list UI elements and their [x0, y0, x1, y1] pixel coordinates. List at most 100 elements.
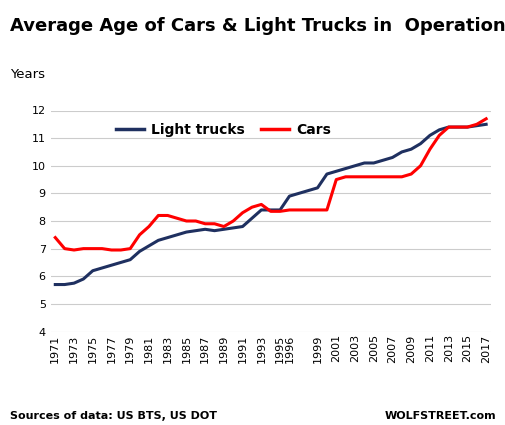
- Cars: [361, 174, 367, 179]
- Light trucks: [248, 216, 255, 221]
- Cars: [89, 246, 95, 251]
- Cars: [136, 232, 142, 237]
- Light trucks: [286, 194, 292, 199]
- Light trucks: [267, 207, 273, 212]
- Light trucks: [277, 207, 283, 212]
- Cars: [127, 246, 133, 251]
- Light trucks: [464, 125, 470, 130]
- Cars: [286, 207, 292, 212]
- Light trucks: [370, 161, 376, 166]
- Light trucks: [454, 125, 460, 130]
- Cars: [239, 210, 245, 215]
- Light trucks: [230, 225, 236, 230]
- Cars: [398, 174, 404, 179]
- Light trucks: [99, 265, 105, 271]
- Light trucks: [155, 238, 161, 243]
- Light trucks: [351, 163, 358, 168]
- Light trucks: [108, 263, 114, 268]
- Light trucks: [118, 260, 124, 265]
- Cars: [323, 207, 329, 212]
- Cars: [305, 207, 311, 212]
- Cars: [258, 202, 264, 207]
- Legend: Light trucks, Cars: Light trucks, Cars: [110, 117, 335, 142]
- Light trucks: [408, 147, 414, 152]
- Cars: [389, 174, 395, 179]
- Cars: [379, 174, 385, 179]
- Line: Light trucks: Light trucks: [55, 125, 485, 285]
- Light trucks: [323, 172, 329, 177]
- Cars: [267, 209, 273, 214]
- Cars: [145, 224, 152, 229]
- Light trucks: [361, 161, 367, 166]
- Light trucks: [258, 207, 264, 212]
- Light trucks: [201, 227, 208, 232]
- Light trucks: [398, 150, 404, 155]
- Cars: [464, 125, 470, 130]
- Light trucks: [333, 169, 339, 174]
- Cars: [370, 174, 376, 179]
- Cars: [71, 247, 77, 252]
- Cars: [80, 246, 86, 251]
- Cars: [417, 163, 423, 168]
- Cars: [155, 213, 161, 218]
- Light trucks: [426, 133, 432, 138]
- Cars: [408, 172, 414, 177]
- Cars: [108, 247, 114, 252]
- Light trucks: [220, 227, 226, 232]
- Light trucks: [52, 282, 58, 287]
- Cars: [211, 221, 217, 226]
- Text: Years: Years: [10, 68, 45, 81]
- Light trucks: [127, 257, 133, 262]
- Cars: [435, 133, 441, 138]
- Cars: [454, 125, 460, 130]
- Light trucks: [295, 191, 301, 196]
- Cars: [351, 174, 358, 179]
- Light trucks: [136, 249, 142, 254]
- Cars: [99, 246, 105, 251]
- Light trucks: [342, 166, 348, 171]
- Light trucks: [473, 123, 479, 128]
- Line: Cars: Cars: [55, 119, 485, 250]
- Light trucks: [314, 185, 320, 190]
- Light trucks: [211, 228, 217, 233]
- Cars: [174, 216, 180, 221]
- Cars: [220, 224, 226, 229]
- Light trucks: [445, 125, 451, 130]
- Cars: [482, 116, 488, 122]
- Light trucks: [482, 122, 488, 127]
- Cars: [473, 122, 479, 127]
- Text: Sources of data: US BTS, US DOT: Sources of data: US BTS, US DOT: [10, 411, 217, 421]
- Cars: [52, 235, 58, 240]
- Light trucks: [183, 230, 189, 235]
- Light trucks: [239, 224, 245, 229]
- Cars: [230, 218, 236, 224]
- Light trucks: [192, 228, 198, 233]
- Cars: [426, 147, 432, 152]
- Light trucks: [305, 188, 311, 193]
- Cars: [118, 247, 124, 252]
- Cars: [183, 218, 189, 224]
- Cars: [248, 205, 255, 210]
- Text: Average Age of Cars & Light Trucks in  Operation: Average Age of Cars & Light Trucks in Op…: [10, 17, 504, 35]
- Cars: [192, 218, 198, 224]
- Text: WOLFSTREET.com: WOLFSTREET.com: [383, 411, 495, 421]
- Light trucks: [164, 235, 170, 240]
- Cars: [342, 174, 348, 179]
- Light trucks: [174, 232, 180, 237]
- Light trucks: [417, 141, 423, 146]
- Cars: [277, 209, 283, 214]
- Light trucks: [80, 277, 86, 282]
- Light trucks: [435, 128, 441, 133]
- Light trucks: [379, 158, 385, 163]
- Light trucks: [71, 280, 77, 286]
- Cars: [164, 213, 170, 218]
- Cars: [333, 177, 339, 182]
- Cars: [201, 221, 208, 226]
- Light trucks: [89, 268, 95, 273]
- Cars: [314, 207, 320, 212]
- Light trucks: [145, 243, 152, 248]
- Cars: [295, 207, 301, 212]
- Light trucks: [389, 155, 395, 160]
- Cars: [62, 246, 68, 251]
- Cars: [445, 125, 451, 130]
